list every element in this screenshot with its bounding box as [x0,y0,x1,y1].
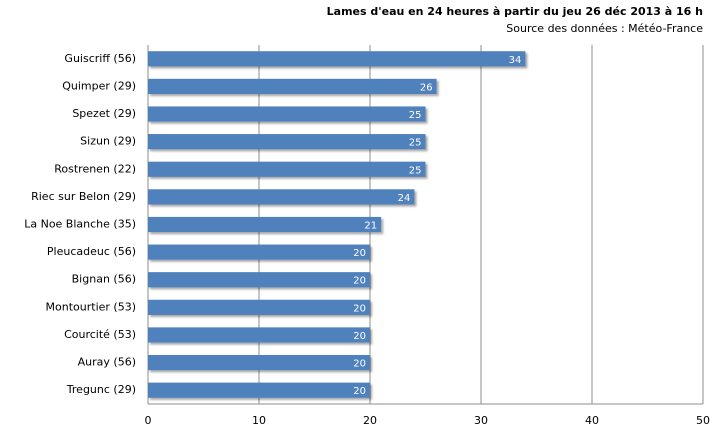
value-label: 20 [353,331,366,342]
y-tick-label: Spezet (29) [72,107,136,120]
y-tick-label: Pleucadeuc (56) [47,245,136,258]
bar [148,244,370,260]
value-label: 20 [353,386,366,397]
bar [148,189,415,205]
bar [148,327,370,343]
x-tick-label: 0 [145,414,152,427]
chart-title: Lames d'eau en 24 heures à partir du jeu… [327,5,703,18]
x-tick-label: 30 [474,414,488,427]
value-label: 20 [353,359,366,370]
x-tick-label: 40 [585,414,599,427]
value-label: 26 [420,82,433,93]
bar [148,134,426,150]
value-label: 21 [364,221,377,232]
x-tick-label: 50 [696,414,710,427]
y-tick-label: Courcité (53) [64,328,136,341]
y-tick-label: Rostrenen (22) [54,162,136,175]
value-label: 34 [509,55,522,66]
x-tick-label: 10 [252,414,266,427]
value-label: 20 [353,276,366,287]
y-tick-label: Tregunc (29) [66,383,136,396]
bar [148,51,526,67]
value-label: 24 [398,193,411,204]
bar [148,272,370,288]
y-tick-label: Sizun (29) [80,135,136,148]
y-tick-label: Guiscriff (56) [64,52,136,65]
y-tick-label: Bignan (56) [72,273,136,286]
y-tick-label: Riec sur Belon (29) [31,190,136,203]
bar [148,354,370,371]
bar [148,299,370,315]
value-label: 25 [409,110,422,121]
chart-subtitle: Source des données : Météo-France [506,22,703,35]
bar [148,382,370,398]
bar [148,216,382,233]
y-tick-label: Montourtier (53) [46,300,136,313]
bar [148,161,426,177]
y-tick-label: Auray (56) [78,356,136,369]
value-label: 25 [409,138,422,149]
bar [148,106,426,122]
bar [148,78,437,95]
y-tick-label: La Noe Blanche (35) [24,218,136,231]
y-tick-label: Quimper (29) [62,79,136,92]
value-label: 25 [409,165,422,176]
x-tick-label: 20 [363,414,377,427]
value-label: 20 [353,303,366,314]
value-label: 20 [353,248,366,259]
